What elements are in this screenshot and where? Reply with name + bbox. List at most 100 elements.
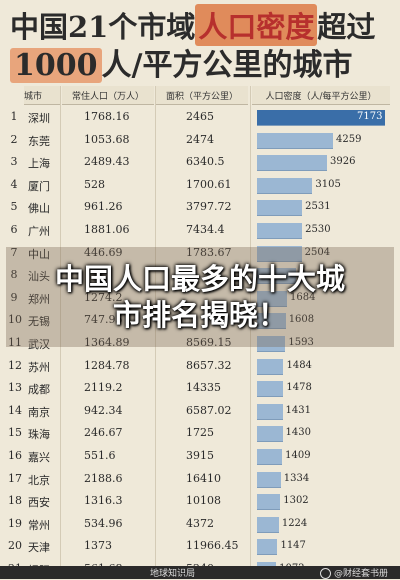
title-line-2: 1000 人/平方公里的城市 (10, 40, 353, 83)
row-population: 551.6 (84, 449, 116, 462)
density-label: 3926 (330, 156, 356, 168)
density-label: 1608 (288, 314, 315, 326)
density-bar (257, 516, 279, 533)
row-population: 1364.89 (84, 336, 130, 349)
row-area: 4372 (186, 516, 214, 530)
row-area: 6587.02 (186, 403, 232, 417)
density-bar (257, 110, 385, 126)
row-city: 西安 (28, 496, 50, 510)
row-area: 8569.15 (186, 336, 232, 349)
density-bar (257, 426, 283, 443)
title-line-1: 中国21个市域 人口密度 超过 (10, 4, 394, 46)
row-area: 6340.5 (186, 155, 225, 169)
row-population: 1881.06 (84, 223, 130, 236)
density-label: 1334 (283, 472, 310, 484)
density-bar (257, 245, 302, 262)
density-bar (257, 471, 281, 488)
row-area: 14335 (186, 381, 221, 395)
density-label: 1684 (290, 291, 316, 303)
row-population: 961.26 (84, 200, 123, 214)
density-bar (257, 336, 286, 352)
row-city: 中山 (28, 247, 50, 261)
column-header-density: 人口密度（人/每平方公里） (252, 86, 390, 105)
density-label: 7173 (357, 111, 383, 122)
table-row: 8 汕头 (0, 264, 400, 286)
row-rank: 19 (8, 516, 22, 530)
row-area: 2465 (186, 110, 214, 123)
density-label: 1430 (285, 427, 311, 439)
density-bar (257, 313, 286, 330)
row-rank: 14 (8, 403, 22, 417)
table-row: 20 天津 1373 11966.45 1147 (0, 535, 400, 557)
density-bar (257, 290, 288, 307)
density-label: 1302 (283, 495, 309, 507)
row-area: 3797.72 (186, 200, 232, 214)
table-row: 7 中山 446.69 1783.67 2504 (0, 242, 400, 264)
row-rank: 6 (10, 223, 18, 236)
source-label: 地球知识局 (150, 569, 196, 579)
row-area: 7434.4 (186, 223, 225, 236)
row-rank: 16 (8, 449, 22, 462)
density-label: 2504 (304, 246, 331, 258)
density-bar (257, 449, 283, 465)
row-population: 2188.6 (84, 471, 123, 485)
row-population: 1373 (84, 539, 112, 553)
density-label: 1431 (285, 404, 311, 416)
density-label: 1147 (280, 540, 306, 552)
row-city: 南京 (28, 405, 50, 419)
row-population: 2119.2 (84, 381, 123, 395)
row-rank: 4 (10, 177, 18, 191)
density-bar (257, 403, 283, 420)
table-row: 12 苏州 1284.78 8657.32 1484 (0, 355, 400, 377)
density-label: 2531 (305, 201, 331, 213)
row-area: 1700.61 (186, 177, 232, 191)
table-row: 18 西安 1316.3 10108 1302 (0, 490, 400, 512)
row-city: 北京 (28, 473, 50, 487)
column-header-city: 城市 (24, 86, 60, 105)
table-row: 5 佛山 961.26 3797.72 2531 (0, 196, 400, 218)
row-population: 246.67 (84, 426, 123, 440)
row-city: 天津 (28, 541, 50, 555)
row-population: 446.69 (84, 245, 123, 259)
row-city: 汕头 (28, 270, 50, 284)
watermark: @财经套书册 (319, 566, 388, 579)
density-label: 1593 (288, 337, 314, 348)
column-header-area: 面积（平方公里） (156, 86, 248, 105)
row-population: 1316.3 (84, 494, 123, 508)
divider (250, 86, 251, 566)
title-post: 超过 (317, 10, 376, 44)
density-label: 3105 (315, 178, 341, 190)
title-pre: 中国21个市域 (10, 10, 196, 44)
density-bar (257, 494, 281, 511)
row-area: 2474 (186, 132, 214, 146)
row-rank: 20 (8, 539, 22, 553)
title-rest: 人/平方公里的城市 (101, 48, 353, 83)
table-row: 17 北京 2188.6 16410 1334 (0, 468, 400, 490)
density-label: 4259 (336, 133, 362, 145)
table-row: 13 成都 2119.2 14335 1478 (0, 377, 400, 399)
table-row: 4 厦门 528 1700.61 3105 (0, 174, 400, 196)
row-rank: 2 (10, 132, 18, 146)
row-area: 8657.32 (186, 358, 232, 372)
density-label: 1224 (281, 517, 308, 529)
row-area: 3915 (186, 449, 214, 462)
watermark-text: @财经套书册 (333, 569, 388, 579)
column-header-pop: 常住人口（万人） (62, 86, 154, 105)
table-row: 1 深圳 1768.16 2465 7173 (0, 106, 400, 128)
row-population: 528 (84, 177, 105, 191)
row-city: 无锡 (28, 315, 50, 329)
table-row: 19 常州 534.96 4372 1224 (0, 513, 400, 535)
row-population: 1284.78 (84, 358, 130, 372)
row-rank: 1 (10, 110, 18, 123)
density-bar (257, 381, 284, 398)
density-label: 1484 (286, 359, 312, 371)
row-city: 上海 (28, 157, 50, 171)
row-rank: 9 (10, 290, 18, 304)
row-city: 佛山 (28, 202, 50, 216)
density-bar (257, 155, 328, 172)
density-bar (257, 132, 333, 149)
row-rank: 18 (8, 494, 22, 508)
density-bar (257, 539, 278, 556)
density-label: 1409 (285, 450, 311, 461)
row-population: 1274.2 (84, 290, 123, 304)
